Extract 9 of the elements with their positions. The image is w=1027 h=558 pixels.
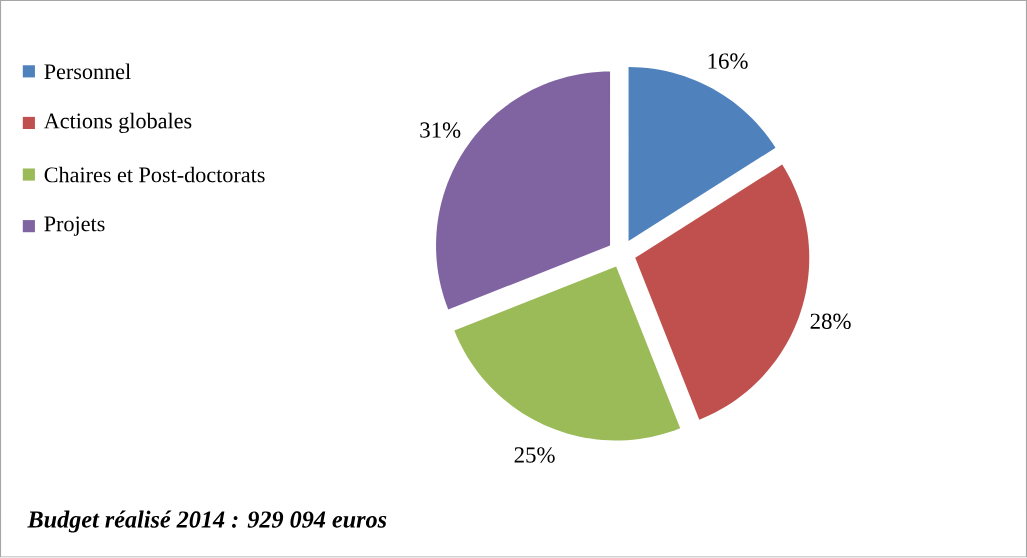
legend-label: Chaires et Post-doctorats: [44, 166, 265, 183]
text: Budget réalisé 2014 : 929 094 euros: [27, 510, 387, 533]
legend-label: Projets: [44, 216, 105, 237]
legend-label: Actions globales: [43, 113, 192, 134]
data-label: 31%: [420, 122, 461, 139]
data-label: 28%: [810, 313, 851, 330]
legend-label: Personnel: [44, 63, 131, 80]
data-label: 25%: [514, 447, 555, 463]
data-label: 16%: [708, 53, 748, 70]
